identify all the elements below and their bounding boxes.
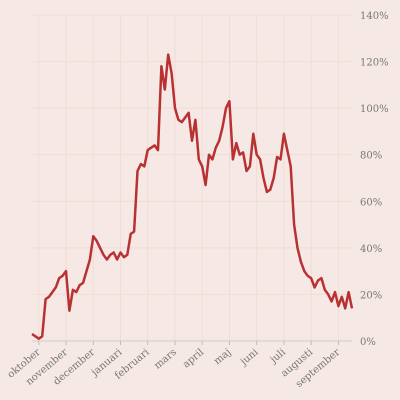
x-tick-label: mars (152, 347, 178, 372)
x-tick-label: juli (268, 347, 288, 366)
x-tick-label: maj (212, 347, 233, 367)
y-tick-label: 120% (360, 58, 389, 69)
y-tick-label: 100% (360, 104, 389, 115)
line (31, 53, 354, 340)
x-tick-label: juni (238, 347, 261, 368)
y-tick-label: 40% (360, 244, 382, 255)
y-tick-label: 140% (360, 11, 389, 22)
y-tick-label: 20% (360, 290, 382, 301)
y-tick-label: 60% (360, 197, 382, 208)
y-tick-label: 80% (360, 151, 382, 162)
y-tick-label: 0% (360, 337, 376, 348)
x-tick-label: april (181, 347, 206, 371)
